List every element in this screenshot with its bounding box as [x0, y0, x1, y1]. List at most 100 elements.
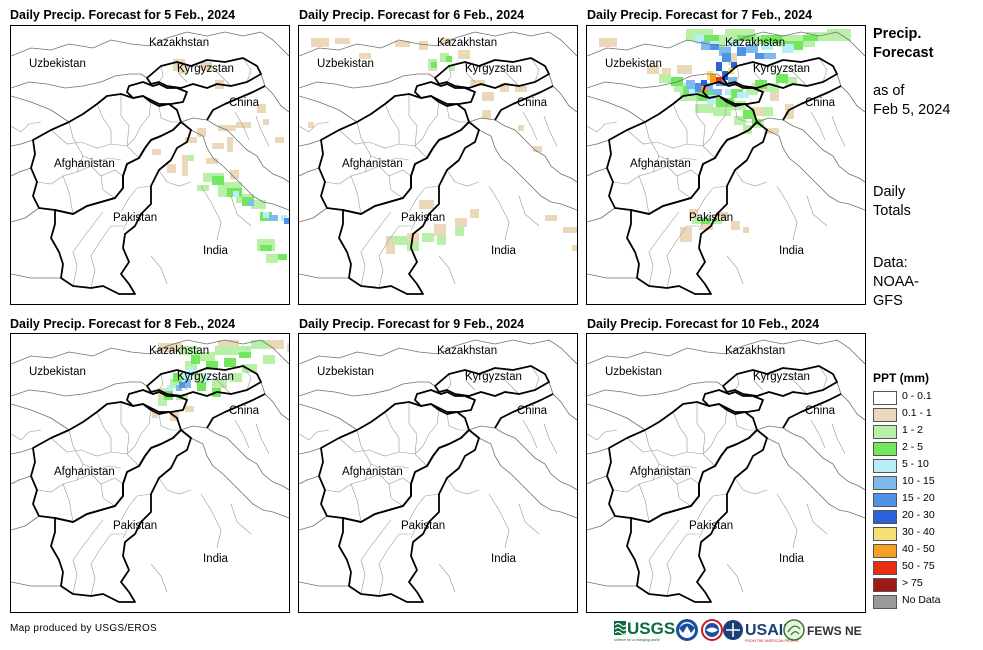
precip-cell	[440, 53, 449, 62]
usgs-logo: USGS science for a changing world	[614, 619, 675, 642]
legend-swatch	[873, 544, 897, 558]
precip-cell	[533, 146, 542, 152]
map-label-uzbekistan: Uzbekistan	[605, 366, 662, 378]
noaa-logo	[676, 619, 698, 641]
precip-cell	[206, 361, 218, 370]
precip-cell	[395, 41, 410, 47]
precip-cell	[212, 143, 224, 149]
precip-cell	[251, 200, 266, 209]
precip-cell	[737, 47, 746, 56]
admin-boundaries	[587, 57, 846, 289]
legend-swatch	[873, 391, 897, 405]
map-canvas: Kazakhstan Uzbekistan Kyrgyzstan China Afgha…	[11, 31, 289, 295]
forecast-map-feb6: Kazakhstan Uzbekistan Kyrgyzstan China Afgha…	[298, 25, 578, 305]
map-label-afghanistan: Afghanistan	[630, 466, 691, 478]
precip-cell	[263, 355, 275, 364]
precip-cell	[752, 107, 764, 116]
nws-logo	[701, 619, 723, 641]
admin-boundaries	[299, 365, 558, 597]
precip-cell	[767, 83, 779, 92]
map-label-afghanistan: Afghanistan	[342, 158, 403, 170]
precip-cell	[176, 394, 188, 400]
usaid-text: USAID	[745, 622, 795, 639]
fewsnet-logo: FEWS NET	[783, 619, 870, 641]
map-canvas: Kazakhstan Uzbekistan Kyrgyzstan China Afgha…	[587, 339, 865, 603]
legend-swatch	[873, 442, 897, 456]
precip-cell	[695, 35, 704, 44]
precip-cell	[449, 65, 455, 71]
map-label-india: India	[779, 245, 805, 257]
precip-cell	[455, 218, 467, 227]
map-label-kyrgyzstan: Kyrgyzstan	[177, 63, 234, 75]
map-label-afghanistan: Afghanistan	[630, 158, 691, 170]
precip-cell	[746, 44, 758, 53]
forecast-map-feb8: Kazakhstan Uzbekistan Kyrgyzstan China Afgha…	[10, 333, 290, 613]
focus-country-borders	[30, 365, 266, 603]
legend-label: > 75	[902, 577, 923, 589]
precip-cell	[212, 176, 224, 185]
precip-cell	[737, 35, 755, 41]
map-label-uzbekistan: Uzbekistan	[317, 366, 374, 378]
precip-cell	[335, 38, 350, 44]
precip-cell	[260, 245, 272, 251]
precip-cell	[386, 236, 395, 254]
precip-cell	[764, 53, 776, 59]
map-label-kazakhstan: Kazakhstan	[437, 37, 497, 49]
panel-title: Daily Precip. Forecast for 5 Feb., 2024	[10, 8, 236, 22]
precip-cell	[278, 254, 287, 260]
precip-cell	[728, 53, 737, 65]
map-label-india: India	[491, 245, 517, 257]
precip-cell	[716, 212, 728, 221]
precip-cell	[197, 382, 206, 391]
precip-cell	[518, 125, 524, 131]
precip-cell	[185, 361, 197, 370]
precip-cell	[701, 221, 713, 230]
precip-cell	[446, 56, 452, 62]
map-label-kazakhstan: Kazakhstan	[149, 345, 209, 357]
precip-cell	[266, 254, 278, 263]
panel-title: Daily Precip. Forecast for 10 Feb., 2024	[587, 317, 820, 331]
legend-label: 2 - 5	[902, 441, 924, 453]
precip-cell	[437, 236, 446, 245]
precip-cell	[251, 340, 269, 349]
legend-label: 30 - 40	[902, 526, 935, 538]
precip-cell	[224, 358, 236, 367]
precip-cell	[716, 98, 734, 107]
precip-cell	[470, 209, 479, 218]
precip-cell	[266, 340, 284, 349]
legend-label: 20 - 30	[902, 509, 935, 521]
precip-cell	[185, 406, 194, 412]
legend-swatch	[873, 425, 897, 439]
legend-swatch	[873, 527, 897, 541]
focus-country-borders	[318, 365, 554, 603]
precip-cell	[191, 355, 200, 364]
precip-cell	[392, 236, 407, 245]
precip-cell	[695, 104, 713, 113]
map-label-kazakhstan: Kazakhstan	[437, 345, 497, 357]
forecast-map-feb10: Kazakhstan Uzbekistan Kyrgyzstan China Afgha…	[586, 333, 866, 613]
precip-cell	[743, 227, 749, 233]
precip-cell	[761, 44, 773, 50]
legend-label: 15 - 20	[902, 492, 935, 504]
legend-label: 40 - 50	[902, 543, 935, 555]
map-label-china: China	[805, 97, 836, 109]
precip-cell	[545, 215, 557, 221]
precip-cell	[248, 200, 254, 206]
focus-country-borders	[318, 57, 554, 295]
precip-cell	[167, 385, 173, 391]
map-canvas: Kazakhstan Uzbekistan Kyrgyzstan China Afgha…	[11, 339, 289, 603]
precip-cell	[782, 44, 794, 53]
precip-cell	[188, 367, 194, 376]
precip-cell	[359, 53, 371, 59]
precip-cell	[263, 212, 269, 218]
map-label-china: China	[229, 405, 260, 417]
usgs-tagline: science for a changing world	[614, 638, 661, 642]
forecast-map-feb5: Kazakhstan Uzbekistan Kyrgyzstan China Afgha…	[10, 25, 290, 305]
precip-cell	[233, 191, 239, 197]
precip-cell	[263, 119, 269, 125]
legend-label: 50 - 75	[902, 560, 935, 572]
admin-boundaries	[11, 57, 270, 289]
precip-cell	[722, 53, 731, 62]
precip-cell	[152, 149, 161, 155]
precip-cell	[713, 89, 722, 95]
